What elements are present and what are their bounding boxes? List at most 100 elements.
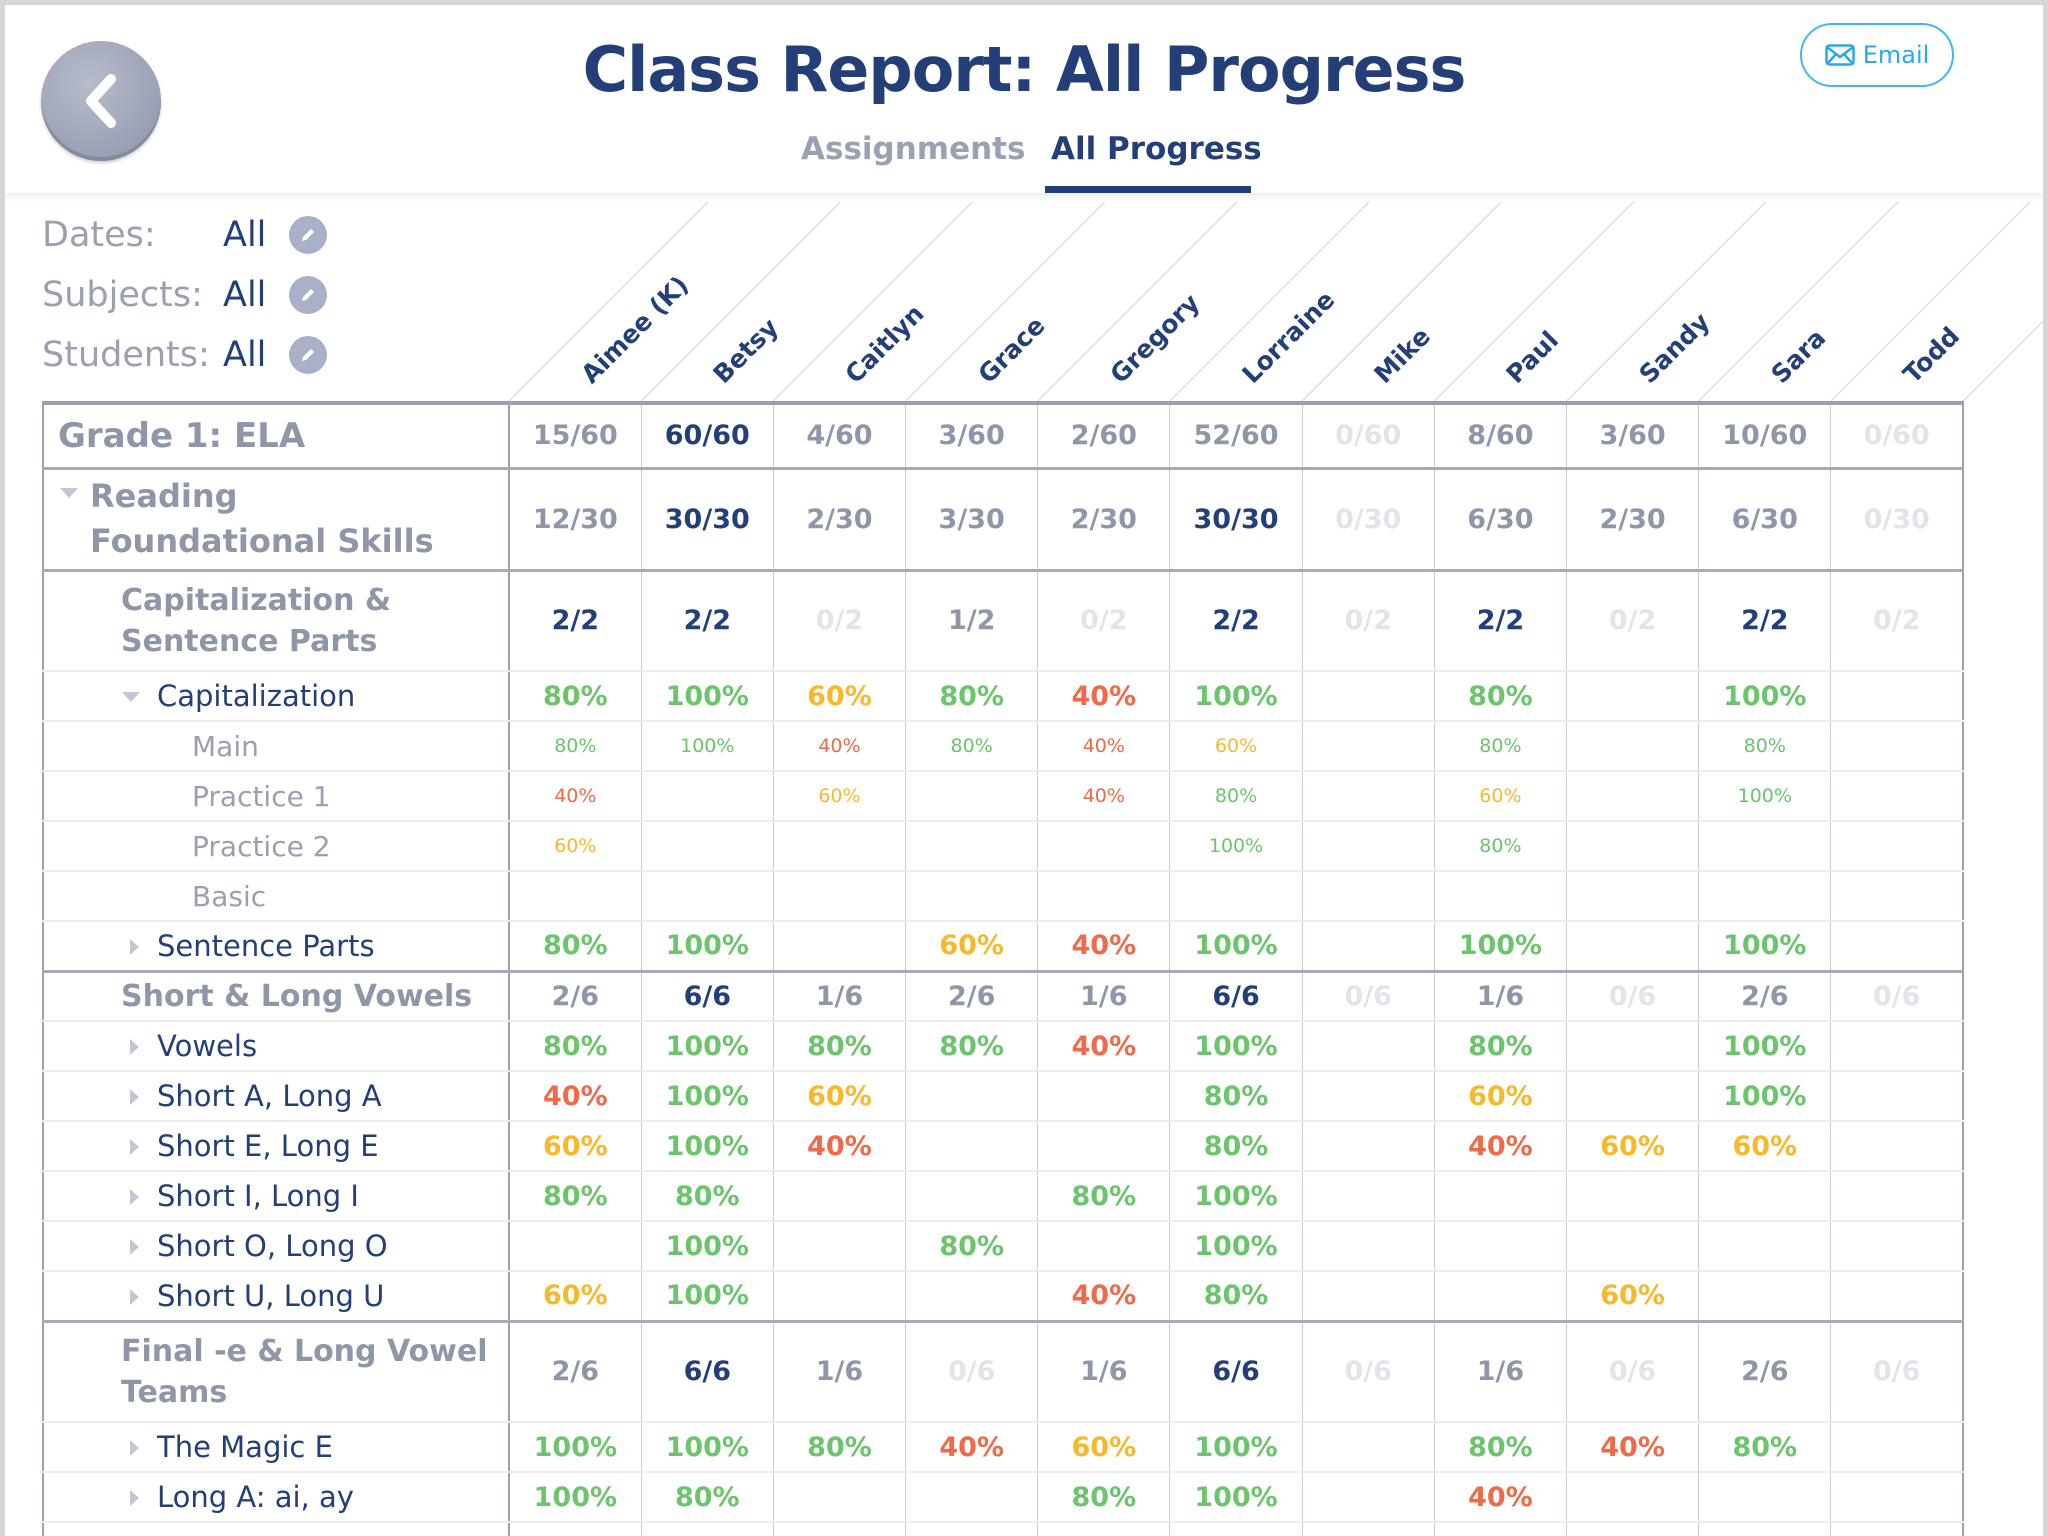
row-label-item[interactable]: Long A: ai, ay [42,1472,510,1523]
row-label-item[interactable]: The Magic E [42,1422,510,1473]
progress-cell[interactable]: 2/60 [1037,401,1171,470]
progress-cell[interactable]: 52/60 [1169,401,1303,470]
progress-cell[interactable]: 0/6 [1830,971,1965,1022]
progress-cell[interactable]: 100% [1698,921,1832,973]
progress-cell[interactable]: 100% [1698,1021,1832,1072]
progress-cell[interactable]: 2/2 [1169,570,1303,672]
progress-cell[interactable]: 1/6 [772,971,907,1022]
progress-cell[interactable]: 40% [1037,721,1171,772]
row-label-item[interactable]: Short A, Long A [42,1071,510,1122]
progress-cell[interactable]: 0/6 [1565,1321,1700,1423]
progress-cell[interactable]: 100% [640,671,774,722]
row-label-item[interactable]: Short U, Long U [42,1271,510,1323]
progress-cell[interactable]: 0/6 [905,1321,1039,1423]
progress-cell[interactable]: 100% [1169,1422,1303,1473]
edit-dates-button[interactable] [289,216,327,254]
progress-cell[interactable]: 100% [508,1422,642,1473]
row-label-reading[interactable]: Reading Foundational Skills [42,468,510,572]
progress-cell[interactable]: 2/2 [1433,570,1568,672]
progress-cell[interactable]: 80% [508,921,642,973]
progress-cell[interactable]: 80% [1433,1422,1568,1473]
progress-cell[interactable]: 100% [1698,771,1832,822]
progress-cell[interactable]: 100% [1433,921,1568,973]
progress-cell[interactable]: 80% [640,1472,774,1523]
progress-cell[interactable]: 8/60 [1433,401,1568,470]
progress-cell[interactable]: 100% [640,1221,774,1272]
caret-right-icon[interactable] [130,939,139,955]
progress-cell[interactable]: 80% [772,1021,907,1072]
progress-cell[interactable]: 12/30 [508,468,642,572]
row-label-item[interactable]: Vowels [42,1021,510,1072]
progress-cell[interactable]: 60% [1698,1121,1832,1172]
progress-cell[interactable]: 60% [1433,1071,1568,1122]
progress-cell[interactable]: 0/2 [1830,570,1965,672]
progress-cell[interactable]: 1/2 [905,570,1039,672]
row-label-item[interactable]: Sentence Parts [42,921,510,973]
progress-cell[interactable]: 0/30 [1301,468,1435,572]
progress-cell[interactable]: 60% [1433,771,1568,822]
progress-cell[interactable]: 80% [1433,671,1568,722]
progress-cell[interactable]: 60% [772,1071,907,1122]
tab-assignments[interactable]: Assignments [801,131,1026,167]
progress-cell[interactable]: 100% [640,1021,774,1072]
progress-cell[interactable]: 60% [508,1121,642,1172]
progress-cell[interactable]: 80% [772,1422,907,1473]
progress-cell[interactable]: 6/6 [1169,1321,1303,1423]
progress-cell[interactable]: 2/6 [905,971,1039,1022]
progress-cell[interactable]: 80% [905,1221,1039,1272]
progress-cell[interactable]: 80% [905,1021,1039,1072]
progress-cell[interactable]: 0/2 [1037,570,1171,672]
progress-cell[interactable]: 40% [1037,921,1171,973]
progress-cell[interactable]: 40% [1037,1271,1171,1323]
progress-cell[interactable]: 3/60 [905,401,1039,470]
caret-right-icon[interactable] [130,1289,139,1305]
progress-cell[interactable]: 30/30 [1169,468,1303,572]
row-label-item[interactable]: Capitalization [42,671,510,722]
progress-cell[interactable]: 80% [905,721,1039,772]
progress-cell[interactable]: 80% [1698,1422,1832,1473]
progress-cell[interactable]: 80% [640,1171,774,1222]
progress-cell[interactable]: 100% [1169,821,1303,872]
progress-cell[interactable]: 0/2 [1301,570,1435,672]
progress-cell[interactable]: 0/2 [1565,570,1700,672]
progress-cell[interactable]: 40% [905,1422,1039,1473]
progress-cell[interactable]: 100% [1169,1021,1303,1072]
progress-cell[interactable]: 80% [508,1021,642,1072]
caret-down-icon[interactable] [122,692,140,702]
progress-cell[interactable]: 60% [1565,1271,1700,1323]
caret-right-icon[interactable] [130,1089,139,1105]
progress-cell[interactable]: 80% [1698,721,1832,772]
progress-cell[interactable]: 1/6 [1433,1321,1568,1423]
progress-cell[interactable]: 0/6 [1301,971,1435,1022]
progress-cell[interactable]: 60% [1169,721,1303,772]
progress-cell[interactable]: 6/6 [640,971,774,1022]
progress-cell[interactable]: 60% [1565,1121,1700,1172]
progress-cell[interactable]: 80% [905,671,1039,722]
progress-cell[interactable]: 6/6 [1169,971,1303,1022]
progress-cell[interactable]: 100% [1169,1221,1303,1272]
progress-cell[interactable]: 30/30 [640,468,774,572]
caret-right-icon[interactable] [130,1189,139,1205]
progress-cell[interactable]: 1/6 [772,1321,907,1423]
progress-cell[interactable]: 100% [1169,671,1303,722]
progress-cell[interactable]: 100% [640,921,774,973]
progress-cell[interactable]: 2/30 [1037,468,1171,572]
email-button[interactable]: Email [1800,23,1954,87]
progress-cell[interactable]: 40% [1037,771,1171,822]
progress-cell[interactable]: 10/60 [1698,401,1832,470]
progress-cell[interactable]: 0/60 [1301,401,1435,470]
caret-right-icon[interactable] [130,1490,139,1506]
progress-cell[interactable]: 100% [640,1121,774,1172]
progress-cell[interactable]: 2/2 [1698,570,1832,672]
progress-cell[interactable]: 0/2 [772,570,907,672]
progress-cell[interactable]: 3/60 [1565,401,1700,470]
progress-cell[interactable]: 100% [640,1422,774,1473]
progress-cell[interactable]: 40% [1433,1472,1568,1523]
progress-cell[interactable]: 0/6 [1830,1321,1965,1423]
progress-cell[interactable]: 2/30 [1565,468,1700,572]
progress-cell[interactable]: 6/6 [640,1321,774,1423]
progress-cell[interactable]: 2/6 [1698,971,1832,1022]
progress-cell[interactable]: 1/6 [1037,1321,1171,1423]
progress-cell[interactable]: 80% [1433,1021,1568,1072]
progress-cell[interactable]: 80% [508,671,642,722]
